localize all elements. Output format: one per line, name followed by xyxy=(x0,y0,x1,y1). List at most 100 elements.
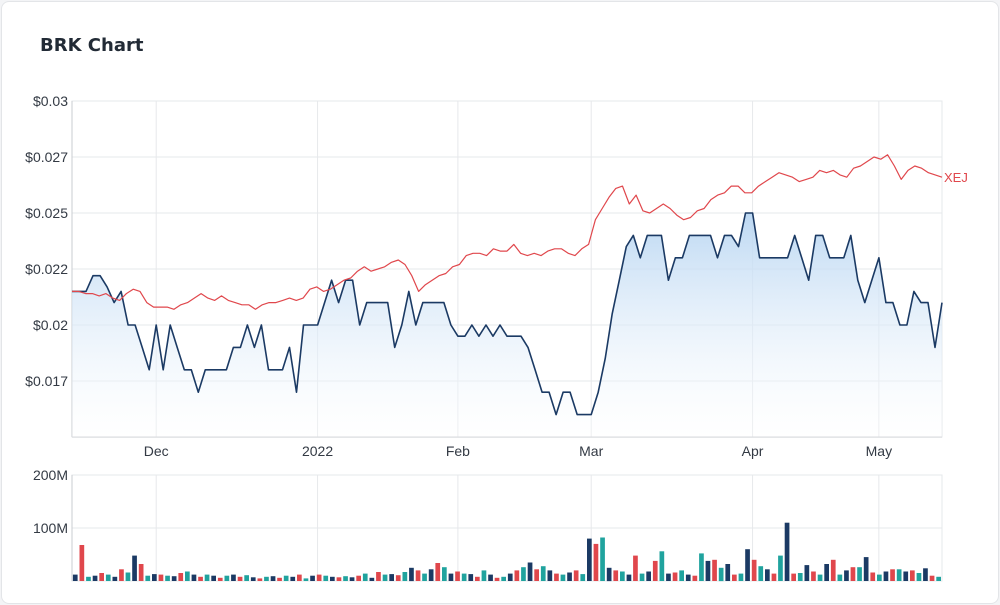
volume-bar xyxy=(527,562,533,581)
volume-bar xyxy=(119,569,124,581)
month-tick-label: Mar xyxy=(579,443,603,459)
volume-bar xyxy=(310,575,315,581)
volume-bar xyxy=(152,574,157,581)
volume-bar xyxy=(217,577,223,581)
chart-title: BRK Chart xyxy=(40,35,144,56)
volume-bar xyxy=(896,569,902,581)
volume-bar xyxy=(672,572,678,581)
volume-tick-label: 200M xyxy=(33,467,68,483)
volume-bar xyxy=(804,565,810,581)
volume-bar xyxy=(382,574,388,581)
volume-bar xyxy=(659,551,665,581)
volume-bar xyxy=(705,560,711,581)
volume-bar xyxy=(580,574,586,581)
volume-bar xyxy=(633,555,638,581)
volume-bar xyxy=(652,560,658,581)
volume-bar xyxy=(745,549,750,581)
volume-bar xyxy=(936,576,941,581)
volume-bar xyxy=(863,557,869,581)
volume-bar xyxy=(158,574,164,581)
volume-bar xyxy=(797,573,803,581)
month-tick-label: Dec xyxy=(144,443,169,459)
volume-bar xyxy=(718,567,724,582)
xej-index-line xyxy=(72,154,943,310)
volume-bar xyxy=(461,573,467,581)
volume-bar xyxy=(428,569,434,581)
volume-bar xyxy=(593,543,599,581)
volume-bar xyxy=(784,522,790,581)
volume-bar xyxy=(606,567,612,582)
volume-bar xyxy=(587,538,592,581)
volume-bar xyxy=(475,576,480,581)
volume-bar xyxy=(231,574,236,581)
volume-bar xyxy=(738,573,744,581)
volume-bar xyxy=(844,570,849,581)
volume-bar xyxy=(758,566,764,581)
price-tick-label: $0.022 xyxy=(25,261,68,277)
month-tick-label: Apr xyxy=(742,443,764,459)
volume-bar xyxy=(125,572,131,581)
price-tick-label: $0.017 xyxy=(25,373,68,389)
volume-bar xyxy=(277,577,282,581)
volume-bar xyxy=(481,570,487,581)
volume-bar xyxy=(751,559,757,581)
volume-bar xyxy=(890,569,895,581)
volume-bar xyxy=(679,570,684,581)
volume-bar xyxy=(488,574,493,581)
volume-bar xyxy=(699,553,704,581)
volume-bar xyxy=(573,570,579,581)
volume-bar xyxy=(521,567,526,581)
volume-bar xyxy=(395,575,401,581)
price-tick-label: $0.03 xyxy=(33,93,68,109)
volume-bar xyxy=(402,572,408,581)
volume-bar xyxy=(330,576,335,581)
volume-bar xyxy=(237,576,243,581)
volume-bar xyxy=(877,574,882,581)
volume-bar xyxy=(297,574,302,581)
volume-bar xyxy=(507,573,513,581)
volume-bar xyxy=(369,577,375,581)
volume-bar xyxy=(824,564,829,581)
volume-bar xyxy=(79,545,85,581)
volume-bar xyxy=(732,574,737,581)
volume-bar xyxy=(929,575,935,581)
volume-bar xyxy=(105,574,111,581)
volume-bar xyxy=(442,567,447,581)
volume-bar xyxy=(349,577,355,581)
volume-bar xyxy=(250,577,256,581)
volume-bar xyxy=(264,576,269,581)
volume-bar xyxy=(692,575,698,581)
brk-price-line xyxy=(72,212,943,416)
volume-bar xyxy=(620,571,625,581)
price-tick-label: $0.027 xyxy=(25,149,68,165)
price-tick-label: $0.02 xyxy=(33,317,68,333)
month-tick-label: May xyxy=(866,443,892,459)
volume-bar xyxy=(778,555,783,581)
volume-bar xyxy=(99,573,104,581)
month-tick-label: Feb xyxy=(446,443,470,459)
volume-bar xyxy=(356,575,361,581)
volume-bar xyxy=(910,570,915,581)
volume-bar xyxy=(554,573,559,581)
volume-bar xyxy=(415,570,421,581)
volume-bar xyxy=(547,570,553,581)
volume-bar xyxy=(204,574,210,581)
volume-bar xyxy=(448,573,454,581)
volume-bar xyxy=(191,574,197,581)
volume-bar xyxy=(244,575,249,581)
volume-bar xyxy=(270,576,276,581)
volume-bar xyxy=(112,576,118,581)
volume-bar xyxy=(837,574,843,581)
volume-bar xyxy=(198,576,203,581)
volume-bar xyxy=(224,575,230,581)
volume-bar xyxy=(185,571,190,581)
volume-bar xyxy=(923,568,928,581)
volume-bar xyxy=(323,575,329,581)
volume-bar xyxy=(145,575,151,581)
volume-bar xyxy=(646,571,651,581)
volume-bar xyxy=(613,570,619,581)
volume-bar xyxy=(336,577,342,581)
volume-bar xyxy=(560,574,566,581)
volume-bar xyxy=(132,555,137,581)
